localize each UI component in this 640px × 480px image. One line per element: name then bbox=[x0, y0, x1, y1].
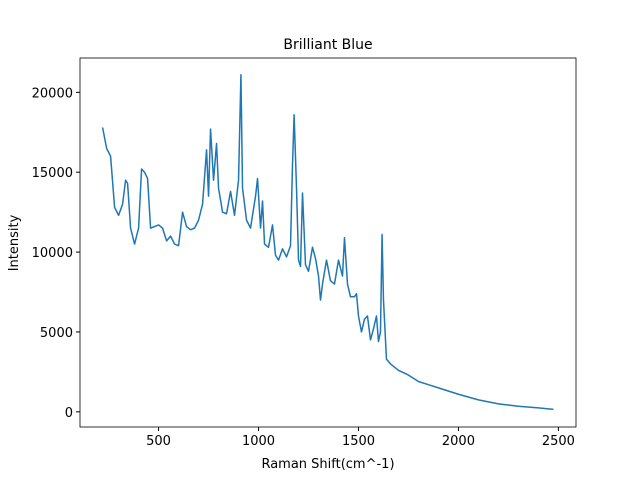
x-tick-label: 2000 bbox=[442, 434, 475, 449]
x-axis-label: Raman Shift(cm^-1) bbox=[261, 457, 394, 472]
y-tick-label: 0 bbox=[65, 406, 73, 421]
y-axis-label: Intensity bbox=[7, 214, 22, 271]
x-tick-label: 1000 bbox=[242, 434, 275, 449]
chart-title: Brilliant Blue bbox=[283, 37, 372, 53]
y-tick-label: 5000 bbox=[40, 326, 73, 341]
y-tick-label: 10000 bbox=[32, 246, 73, 261]
y-tick-label: 15000 bbox=[32, 166, 73, 181]
line-series bbox=[101, 74, 554, 411]
y-tick-label: 20000 bbox=[32, 86, 73, 101]
x-tick-label: 2500 bbox=[542, 434, 575, 449]
x-tick-label: 1500 bbox=[342, 434, 375, 449]
x-tick-label: 500 bbox=[146, 434, 171, 449]
plot-frame bbox=[79, 57, 577, 428]
